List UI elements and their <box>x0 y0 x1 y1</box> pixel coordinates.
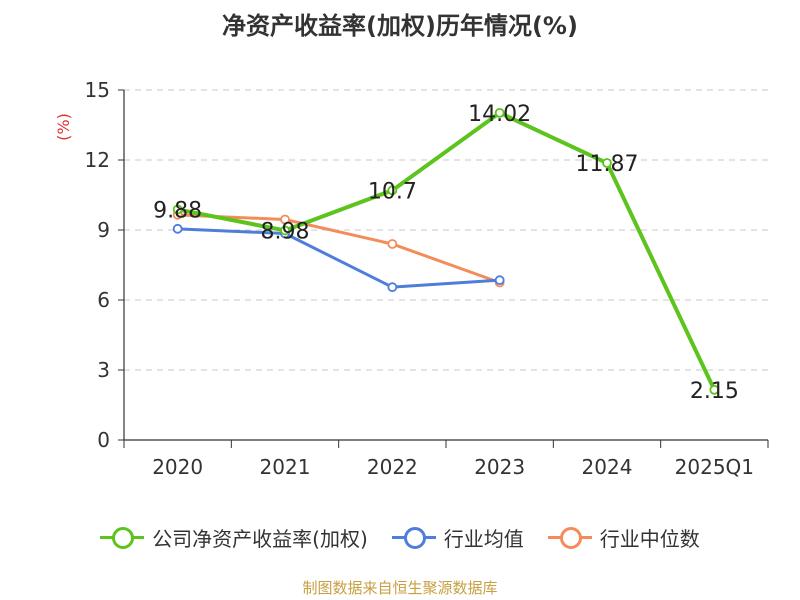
legend-swatch-icon <box>391 527 436 549</box>
y-tick-label: 6 <box>97 288 110 312</box>
data-point <box>494 275 505 286</box>
series-line <box>177 227 500 289</box>
x-tick-label: 2025Q1 <box>675 455 754 479</box>
x-tick-label: 2023 <box>474 455 525 479</box>
legend-label: 公司净资产收益率(加权) <box>152 526 368 551</box>
x-tick-label: 2020 <box>152 455 203 479</box>
data-point <box>172 223 183 234</box>
y-tick-label: 0 <box>97 428 110 452</box>
axes: 0 3 6 9 12 15 2020 2021 2022 2023 2024 2025Q1 <box>85 78 769 479</box>
data-point <box>602 158 612 168</box>
x-tick-label: 2022 <box>367 455 418 479</box>
legend-item[interactable]: 行业中位数 <box>547 523 700 552</box>
chart-title: 净资产收益率(加权)历年情况(%) <box>222 12 578 40</box>
series-line <box>177 110 717 391</box>
data-point <box>280 214 290 225</box>
data-label: 2.15 <box>690 379 739 404</box>
data-label: 8.98 <box>261 219 310 244</box>
source-note: 制图数据来自恒生聚源数据库 <box>302 579 498 597</box>
y-tick-label: 15 <box>85 78 110 102</box>
series-lines <box>172 107 720 395</box>
y-tick-label: 3 <box>97 358 110 382</box>
data-point <box>172 204 183 215</box>
x-tick-label: 2024 <box>582 455 633 479</box>
legend-item[interactable]: 行业均值 <box>391 523 524 552</box>
series-line <box>177 213 501 284</box>
data-label: 10.7 <box>368 179 417 204</box>
data-label: 11.87 <box>576 152 639 177</box>
y-axis-label: (%) <box>54 113 73 141</box>
data-point <box>494 107 505 118</box>
legend-swatch-icon <box>547 527 592 549</box>
legend-label: 行业均值 <box>443 526 524 551</box>
legend-label: 行业中位数 <box>599 526 700 551</box>
data-label: 9.88 <box>153 198 202 223</box>
y-tick-label: 12 <box>85 148 110 172</box>
x-tick-label: 2021 <box>260 455 311 479</box>
legend-item[interactable]: 公司净资产收益率(加权) <box>100 523 368 552</box>
data-labels: 9.88 8.98 10.7 14.02 11.87 2.15 <box>153 102 739 404</box>
data-point <box>387 239 398 249</box>
data-point <box>387 282 398 293</box>
grid-lines <box>124 89 768 371</box>
data-point <box>709 384 720 395</box>
legend: 公司净资产收益率(加权) 行业均值 行业中位数 <box>0 519 800 555</box>
data-point <box>387 185 398 196</box>
data-label: 14.02 <box>468 102 531 127</box>
y-tick-label: 9 <box>97 218 110 242</box>
data-point <box>280 225 290 236</box>
legend-swatch-icon <box>100 527 145 549</box>
